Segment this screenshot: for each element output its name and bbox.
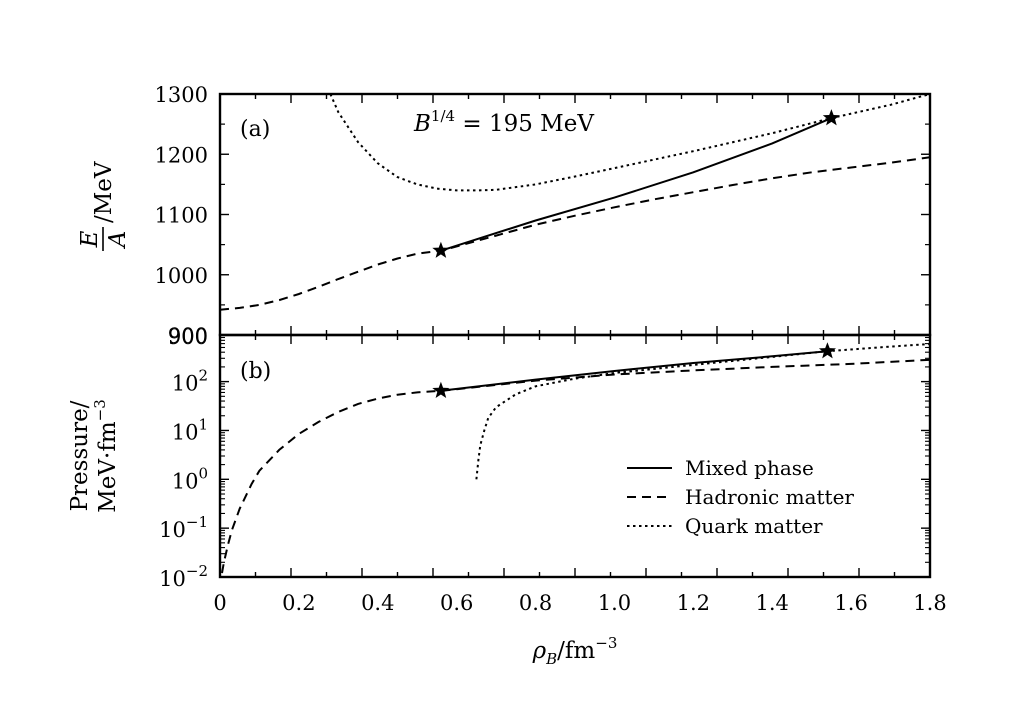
x-tick-label: 0.6 bbox=[440, 591, 473, 615]
annotation-rest: = 195 MeV bbox=[455, 111, 594, 137]
x-label-rho: ρ bbox=[532, 638, 547, 664]
x-tick-label: 1.4 bbox=[756, 591, 789, 615]
y-label-line2-sup: −3 bbox=[91, 399, 109, 421]
legend-label-quark: Quark matter bbox=[685, 514, 823, 538]
panel-a: 1000 1100 1200 1300 900 (a) B1/4 = 195 MeV E… bbox=[77, 83, 932, 348]
x-tick-label: 0.4 bbox=[361, 591, 394, 615]
panel-a-y-label: E A /MeV bbox=[77, 161, 131, 251]
annotation-sup: 1/4 bbox=[431, 107, 455, 125]
y-tick-label: 900 bbox=[168, 325, 208, 349]
panel-b-y-ticks: 10−2 10−1 100 101 102 900 bbox=[159, 325, 930, 591]
panel-b-frame bbox=[218, 333, 932, 579]
y-tick-label: 10−2 bbox=[159, 562, 208, 591]
panel-a-label: (a) bbox=[240, 117, 270, 142]
x-tick-label: 0 bbox=[213, 591, 226, 615]
y-tick-label: 102 bbox=[172, 367, 208, 396]
legend-label-hadronic: Hadronic matter bbox=[685, 485, 854, 509]
x-tick-label: 0.8 bbox=[519, 591, 552, 615]
y-tick-label: 900 bbox=[168, 324, 208, 348]
x-tick-label: 1.6 bbox=[834, 591, 867, 615]
panel-b-series-hadronic bbox=[221, 358, 931, 574]
panel-b-series-mixed bbox=[440, 350, 828, 392]
y-label-line1: Pressure/ bbox=[67, 400, 93, 511]
panel-b-transition-marker-0 bbox=[432, 381, 450, 398]
y-tick-label: 1300 bbox=[155, 83, 208, 107]
x-tick-label: 1.2 bbox=[677, 591, 710, 615]
panel-a-transition-marker-0 bbox=[432, 241, 450, 258]
panel-a-series-hadronic bbox=[219, 156, 931, 311]
panel-b-x-ticks: 0 0.2 0.4 0.6 0.8 1.0 1.2 1.4 1.6 1.8 bbox=[213, 335, 947, 615]
y-tick-label: 100 bbox=[172, 464, 208, 493]
legend: Mixed phase Hadronic matter Quark matter bbox=[627, 456, 854, 538]
panel-a-transition-marker-1 bbox=[822, 109, 840, 126]
panel-b-markers bbox=[432, 342, 836, 398]
y-tick-label: 1100 bbox=[155, 204, 208, 228]
bag-constant-annotation: B1/4 = 195 MeV bbox=[413, 107, 594, 137]
y-tick-label: 101 bbox=[172, 415, 208, 444]
y-label-line2-base: MeV·fm bbox=[95, 421, 121, 513]
y-label-numerator: E bbox=[77, 230, 103, 248]
x-tick-label: 1.8 bbox=[913, 591, 946, 615]
panel-b-y-label: Pressure/ MeV·fm−3 bbox=[67, 399, 121, 513]
y-label-unit: /MeV bbox=[91, 161, 117, 223]
annotation-base: B bbox=[413, 111, 431, 137]
x-tick-label: 1.0 bbox=[598, 591, 631, 615]
panel-b-label: (b) bbox=[240, 359, 271, 384]
y-tick-label: 10−1 bbox=[159, 513, 208, 542]
panel-b-transition-marker-1 bbox=[818, 342, 836, 359]
panel-a-y-ticks: 1000 1100 1200 1300 900 bbox=[155, 83, 930, 348]
x-axis-label: ρB/fm−3 bbox=[532, 634, 618, 668]
y-label-line2: MeV·fm−3 bbox=[91, 399, 121, 513]
panel-b-series-quark bbox=[475, 343, 931, 480]
x-tick-label: 0.2 bbox=[282, 591, 315, 615]
panel-a-series-mixed bbox=[440, 117, 832, 252]
y-tick-label: 1000 bbox=[155, 264, 208, 288]
panel-b: 10−2 10−1 100 101 102 900 0 0.2 0.4 0.6 0.8 1.0 1.2… bbox=[67, 325, 947, 668]
panel-a-series-quark bbox=[329, 93, 931, 192]
x-label-mid: /fm bbox=[557, 638, 595, 664]
panel-a-markers bbox=[432, 109, 840, 258]
y-tick-label: 1200 bbox=[155, 143, 208, 167]
x-label-sub: B bbox=[545, 650, 557, 668]
panel-a-curves bbox=[219, 93, 931, 311]
panel-b-curves bbox=[221, 343, 931, 574]
y-label-denominator: A bbox=[105, 231, 131, 250]
x-label-sup: −3 bbox=[595, 634, 617, 652]
legend-label-mixed: Mixed phase bbox=[685, 456, 814, 480]
